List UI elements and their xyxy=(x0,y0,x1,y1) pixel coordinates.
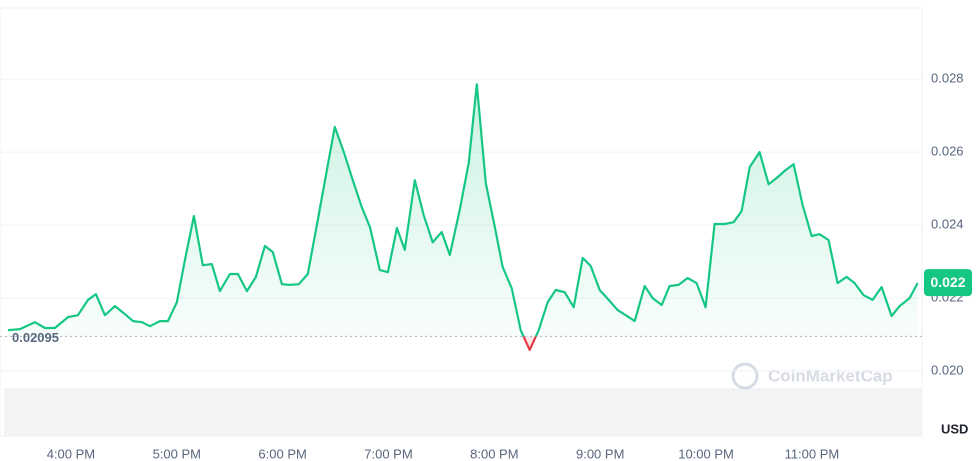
watermark-logo xyxy=(731,362,759,390)
x-tick-label: 7:00 PM xyxy=(364,446,412,461)
volume-band xyxy=(4,388,922,436)
current-price-label: 0.022 xyxy=(930,274,965,290)
x-tick-label: 10:00 PM xyxy=(678,446,734,461)
y-tick-label: 0.028 xyxy=(931,71,964,86)
baseline-label: 0.02095 xyxy=(12,330,59,345)
x-tick-label: 4:00 PM xyxy=(47,446,95,461)
y-tick-label: 0.020 xyxy=(931,362,964,377)
x-tick-label: 5:00 PM xyxy=(153,446,201,461)
x-tick-label: 11:00 PM xyxy=(785,446,840,461)
current-price-box xyxy=(924,269,972,297)
x-tick-label: 9:00 PM xyxy=(576,446,624,461)
currency-label: USD xyxy=(941,421,968,436)
watermark: CoinMarketCap xyxy=(731,362,893,390)
x-tick-label: 6:00 PM xyxy=(258,446,306,461)
price-area xyxy=(7,84,918,350)
price-line xyxy=(7,83,919,351)
y-tick-label: 0.024 xyxy=(931,217,964,232)
x-tick-label: 8:00 PM xyxy=(470,446,518,461)
y-tick-label: 0.026 xyxy=(931,144,964,159)
watermark-text: CoinMarketCap xyxy=(768,366,893,385)
